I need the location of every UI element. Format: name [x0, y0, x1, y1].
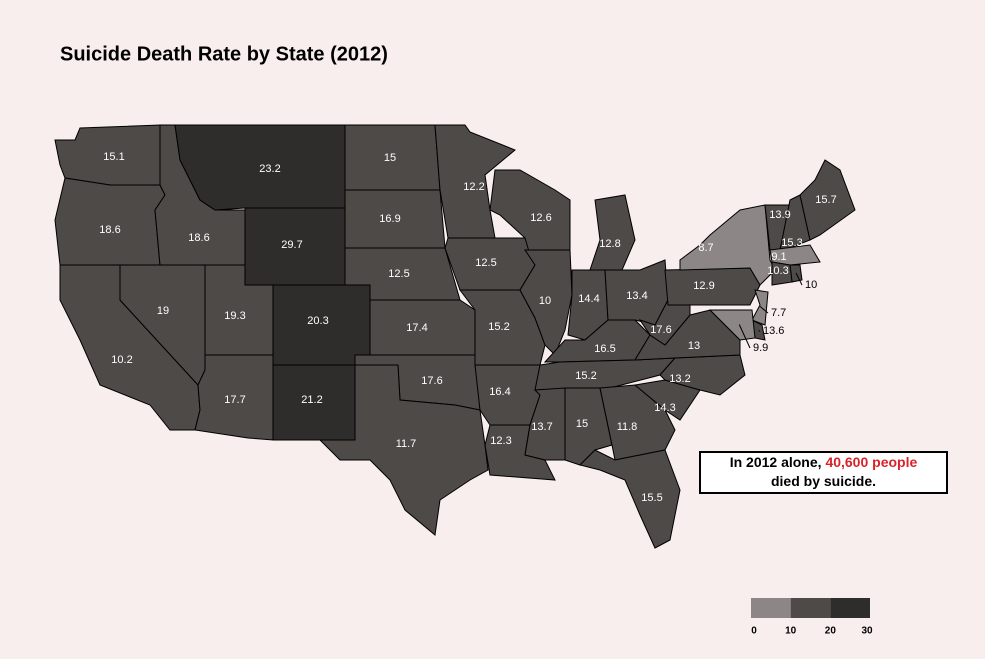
legend-swatch [790, 598, 831, 618]
state [799, 159, 856, 241]
value-label: 18.6 [99, 224, 120, 236]
value-label: 13 [688, 340, 700, 352]
state [579, 449, 681, 549]
value-label: 9.9 [753, 342, 768, 354]
value-label: 14.4 [578, 293, 599, 305]
value-label: 16.4 [489, 386, 510, 398]
value-label: 10.3 [767, 265, 788, 277]
legend-tick-label: 20 [825, 626, 837, 637]
value-label: 13.2 [669, 373, 690, 385]
state [679, 204, 776, 286]
value-label: 19.3 [224, 310, 245, 322]
value-label: 16.5 [594, 343, 615, 355]
value-label: 15.3 [781, 237, 802, 249]
value-label: 12.5 [475, 257, 496, 269]
value-label: 12.3 [490, 435, 511, 447]
legend-swatch [751, 598, 791, 618]
legend: 0 10 20 30 [751, 598, 873, 637]
value-label: 17.4 [406, 322, 427, 334]
value-label: 29.7 [281, 239, 302, 251]
value-label: 23.2 [259, 163, 280, 175]
legend-tick-label: 0 [751, 626, 757, 637]
value-label: 13.6 [763, 325, 784, 337]
value-label: 15.7 [815, 194, 836, 206]
value-label: 7.7 [771, 307, 786, 319]
value-label: 16.9 [379, 213, 400, 225]
value-label: 10.2 [111, 354, 132, 366]
value-label: 11.8 [617, 421, 638, 433]
state [708, 309, 756, 341]
value-label: 21.2 [301, 394, 322, 406]
value-label: 15.2 [575, 370, 596, 382]
value-label: 12.9 [693, 280, 714, 292]
leader-line [795, 272, 803, 286]
value-label: 15.1 [103, 151, 124, 163]
value-label: 18.6 [188, 232, 209, 244]
state [771, 261, 793, 286]
value-label: 20.3 [307, 315, 328, 327]
value-label: 12.5 [388, 268, 409, 280]
legend-tick-label: 10 [785, 626, 797, 637]
value-label: 15.2 [488, 321, 509, 333]
value-label: 19 [157, 305, 169, 317]
legend-tick-label: 30 [861, 626, 873, 637]
state [633, 379, 701, 421]
value-label: 15 [384, 152, 396, 164]
value-label: 10 [805, 279, 817, 291]
state [751, 289, 769, 326]
value-label: 12.6 [530, 212, 551, 224]
value-label: 17.6 [421, 375, 442, 387]
annotation-text: died by suicide. [770, 473, 877, 489]
value-label: 12.8 [599, 238, 620, 250]
labels: 15.1 18.6 10.2 19 18.6 23.2 29.7 19.3 17.7 20.3 21… [99, 151, 836, 504]
value-label: 15 [576, 418, 588, 430]
leader-line [738, 324, 751, 349]
state [779, 194, 811, 251]
state [519, 249, 573, 356]
state [589, 194, 636, 271]
state [769, 244, 821, 266]
map-title: Suicide Death Rate by State (2012) [60, 43, 388, 65]
state [54, 177, 166, 266]
value-label: 10 [539, 295, 551, 307]
value-label: 12.2 [463, 181, 484, 193]
state [318, 364, 489, 536]
annotation-text: In 2012 alone, [729, 454, 822, 470]
value-label: 11.7 [396, 438, 417, 450]
value-label: 14.3 [654, 402, 675, 414]
annotation: In 2012 alone, 40,600 people died by suic… [699, 451, 948, 494]
states [54, 124, 856, 549]
legend-swatch [830, 598, 870, 618]
value-label: 13.4 [626, 290, 647, 302]
value-label: 8.7 [698, 242, 713, 254]
annotation-highlight: 40,600 people [825, 454, 918, 470]
value-label: 9.1 [771, 251, 786, 263]
value-label: 17.6 [650, 324, 671, 336]
value-label: 13.9 [769, 209, 790, 221]
value-label: 17.7 [224, 394, 245, 406]
value-label: 15.5 [641, 492, 662, 504]
leader-line [759, 306, 769, 314]
state [434, 124, 516, 239]
value-label: 13.7 [531, 421, 552, 433]
